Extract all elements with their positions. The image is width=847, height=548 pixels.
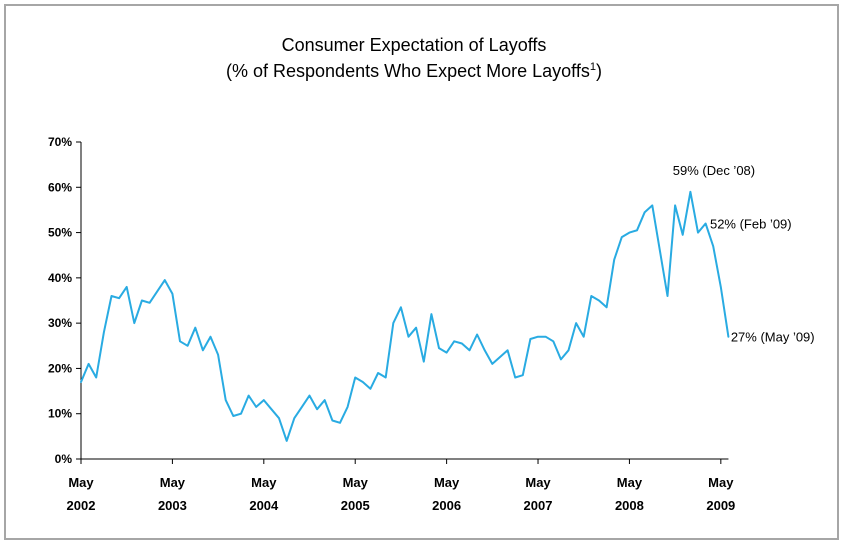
x-tick-label-year: 2009 xyxy=(706,498,735,513)
chart-subtitle: (% of Respondents Who Expect More Layoff… xyxy=(226,61,602,81)
y-tick-label: 50% xyxy=(48,226,72,240)
x-tick-label-year: 2003 xyxy=(158,498,187,513)
x-tick-label-year: 2006 xyxy=(432,498,461,513)
chart-subtitle-end: ) xyxy=(596,61,602,81)
y-tick-label: 10% xyxy=(48,407,72,421)
chart-subtitle-main: (% of Respondents Who Expect More Layoff… xyxy=(226,61,590,81)
data-annotation: 27% (May ’09) xyxy=(731,330,815,345)
x-tick-label-month: May xyxy=(160,475,186,490)
series-line xyxy=(80,190,730,442)
x-tick-label-month: May xyxy=(343,475,369,490)
chart: Consumer Expectation of Layoffs (% of Re… xyxy=(48,35,815,513)
x-tick-label-year: 2005 xyxy=(341,498,370,513)
data-annotation: 52% (Feb ’09) xyxy=(710,217,792,232)
x-tick-label-year: 2002 xyxy=(67,498,96,513)
chart-subtitle-superscript: 1 xyxy=(590,61,596,73)
x-tick-label-year: 2008 xyxy=(615,498,644,513)
x-tick-label-month: May xyxy=(708,475,734,490)
plot-area: 59% (Dec ’08) 52% (Feb ’09) 27% (May ’09) xyxy=(80,163,815,442)
axes: 0% 10% 20% 30% 40% 50% 60% 70% May 2002 May 2003 May… xyxy=(48,135,735,513)
y-tick-label: 40% xyxy=(48,271,72,285)
x-tick-label-year: 2007 xyxy=(524,498,553,513)
data-annotation: 59% (Dec ’08) xyxy=(673,163,755,178)
y-tick-label: 30% xyxy=(48,316,72,330)
y-tick-label: 70% xyxy=(48,135,72,149)
x-tick-label-month: May xyxy=(251,475,277,490)
x-tick-label-month: May xyxy=(68,475,94,490)
x-tick-label-year: 2004 xyxy=(249,498,279,513)
chart-frame: Consumer Expectation of Layoffs (% of Re… xyxy=(4,4,839,540)
chart-title: Consumer Expectation of Layoffs xyxy=(282,35,547,55)
x-tick-label-month: May xyxy=(525,475,551,490)
y-tick-label: 60% xyxy=(48,180,72,194)
x-tick-label-month: May xyxy=(617,475,643,490)
y-tick-label: 0% xyxy=(55,452,73,466)
y-tick-label: 20% xyxy=(48,361,72,375)
x-tick-label-month: May xyxy=(434,475,460,490)
